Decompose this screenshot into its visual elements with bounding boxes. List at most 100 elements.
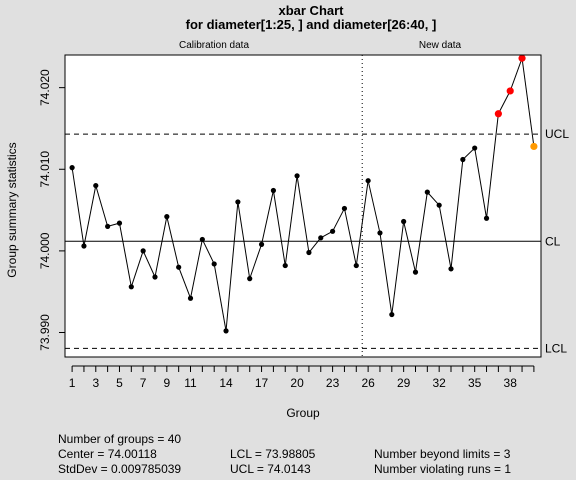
series-segment xyxy=(142,250,156,278)
data-point xyxy=(341,205,348,212)
data-point xyxy=(330,228,336,234)
data-point xyxy=(223,328,229,334)
data-point xyxy=(483,215,490,221)
series-segment xyxy=(379,232,393,315)
series-segment xyxy=(497,90,511,114)
data-point xyxy=(294,173,300,179)
series-segment xyxy=(296,175,310,253)
data-point xyxy=(412,269,419,275)
x-tick-label: 26 xyxy=(361,376,375,390)
chart-subtitle: for diameter[1:25, ] and diameter[26:40,… xyxy=(186,17,437,32)
stat-number-of-groups: Number of groups = 40 xyxy=(58,432,181,446)
data-point xyxy=(377,230,383,236)
series-segment xyxy=(367,180,381,234)
series-segment xyxy=(118,223,132,287)
stat-beyond-limits: Number beyond limits = 3 xyxy=(374,447,511,461)
data-point xyxy=(199,236,205,243)
series-segment xyxy=(249,244,263,279)
plot-border xyxy=(64,54,542,358)
series-segment xyxy=(190,239,203,299)
data-point xyxy=(152,274,158,280)
series-segment xyxy=(166,216,180,268)
series-segment xyxy=(509,58,523,92)
data-point xyxy=(424,189,430,195)
series-segment xyxy=(403,221,416,273)
series-segment xyxy=(201,239,215,265)
series-segment xyxy=(213,263,227,331)
series-segment xyxy=(426,191,440,206)
series-segment xyxy=(71,167,85,247)
series-segment xyxy=(450,159,464,269)
data-point xyxy=(235,199,241,205)
series-segment xyxy=(237,201,251,279)
y-axis-label: Group summary statistics xyxy=(5,142,19,277)
series-segment xyxy=(462,147,476,160)
data-point-violating xyxy=(530,142,538,151)
data-point xyxy=(306,249,312,256)
series-segment xyxy=(332,208,345,232)
lcl-label: LCL xyxy=(545,341,567,355)
data-point-beyond xyxy=(506,87,514,95)
data-point xyxy=(436,202,442,208)
series-segment xyxy=(272,190,286,266)
stat-lcl: LCL = 73.98805 xyxy=(230,447,316,461)
data-point xyxy=(187,295,194,301)
x-tick-label: 7 xyxy=(140,376,147,390)
series-segment xyxy=(438,205,452,269)
data-point xyxy=(365,178,371,184)
data-point xyxy=(353,262,359,269)
series-segment xyxy=(284,175,298,266)
x-tick-label: 14 xyxy=(219,376,233,390)
series-segment xyxy=(261,190,274,245)
x-tick-label: 3 xyxy=(92,376,99,390)
data-point xyxy=(448,266,454,272)
series-segment xyxy=(178,267,191,299)
series-segment xyxy=(391,221,405,315)
control-limits: UCL CL LCL xyxy=(65,55,569,357)
series-segment xyxy=(83,185,97,247)
data-point xyxy=(105,223,111,230)
data-point-beyond xyxy=(518,54,526,62)
x-tick-label: 23 xyxy=(326,376,340,390)
series-segment xyxy=(343,208,357,266)
x-tick-label: 17 xyxy=(255,376,269,390)
chart-title: xbar Chart xyxy=(278,3,344,18)
x-tick-label: 5 xyxy=(116,376,123,390)
series-segment xyxy=(521,58,535,147)
series-segment xyxy=(474,147,488,219)
data-point xyxy=(258,241,265,247)
data-point-beyond xyxy=(494,110,502,118)
section-label-calibration: Calibration data xyxy=(179,40,249,51)
data-point xyxy=(164,214,170,220)
series-segment xyxy=(130,250,144,287)
x-tick-label: 35 xyxy=(468,376,482,390)
cl-label: CL xyxy=(545,234,561,248)
data-point xyxy=(318,235,324,241)
plot-area xyxy=(65,55,541,357)
stat-stddev: StdDev = 0.009785039 xyxy=(58,462,181,476)
data-point xyxy=(176,264,182,270)
data-point xyxy=(401,218,407,225)
data-point xyxy=(389,311,395,318)
data-point xyxy=(460,156,466,163)
stat-violating-runs: Number violating runs = 1 xyxy=(374,462,511,476)
data-point xyxy=(270,187,276,194)
series xyxy=(69,54,538,334)
x-tick-label: 32 xyxy=(432,376,446,390)
series-segment xyxy=(308,237,322,253)
data-point xyxy=(211,261,217,267)
series-segment xyxy=(414,192,428,273)
data-point xyxy=(69,165,75,171)
y-tick-label: 74.010 xyxy=(38,151,52,188)
data-point xyxy=(81,243,87,249)
series-segment xyxy=(154,216,168,278)
data-point xyxy=(128,284,134,290)
x-tick-label: 9 xyxy=(163,376,170,390)
series-segment xyxy=(486,113,499,219)
x-tick-label: 29 xyxy=(397,376,411,390)
stat-ucl: UCL = 74.0143 xyxy=(230,462,311,476)
data-point xyxy=(116,220,123,226)
x-tick-label: 38 xyxy=(504,376,518,390)
